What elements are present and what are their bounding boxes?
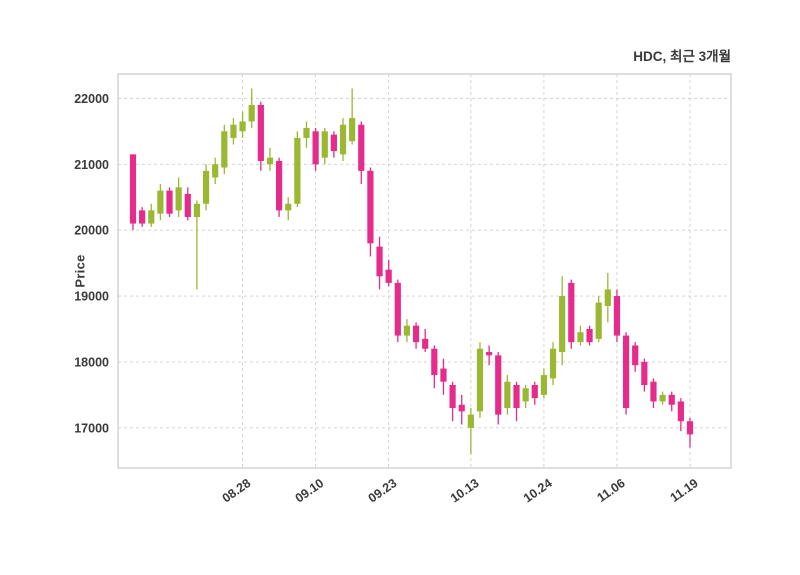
candle-body xyxy=(166,190,173,214)
candle-body xyxy=(513,384,520,409)
candle-body xyxy=(559,296,566,353)
candle-body xyxy=(184,193,191,217)
candle-body xyxy=(175,187,182,211)
candle-body xyxy=(568,282,575,343)
x-tick-label: 09.10 xyxy=(293,476,327,505)
x-tick-label: 10.24 xyxy=(521,476,555,505)
candle-body xyxy=(330,134,337,152)
candle-body xyxy=(312,131,319,165)
candle-body xyxy=(139,210,146,224)
candle-body xyxy=(495,355,502,415)
candle-body xyxy=(549,348,557,379)
candle-body xyxy=(275,160,283,211)
y-tick-label: 22000 xyxy=(74,92,109,106)
x-tick-label: 11.06 xyxy=(595,476,628,505)
candle-body xyxy=(349,118,356,142)
candle-body xyxy=(367,170,374,244)
candle-body xyxy=(321,131,328,158)
candle-body xyxy=(221,131,228,168)
y-tick-label: 17000 xyxy=(74,421,109,435)
candle-body xyxy=(394,282,401,336)
candle-body xyxy=(632,345,639,366)
candle-body xyxy=(339,124,347,155)
candle-body xyxy=(303,128,310,138)
candle-body xyxy=(129,154,137,224)
plot-frame xyxy=(117,73,732,469)
candle-body xyxy=(586,328,593,343)
x-tick-label: 08.28 xyxy=(220,476,254,505)
x-tick-label: 09.23 xyxy=(366,476,400,505)
candle-body xyxy=(285,203,292,211)
y-tick-label: 20000 xyxy=(74,224,109,238)
candle-body xyxy=(376,246,383,277)
candle-body xyxy=(148,210,155,224)
candle-body xyxy=(157,190,164,214)
candle-body xyxy=(467,414,474,428)
candle-body xyxy=(540,375,548,395)
candle-body xyxy=(431,348,438,376)
x-tick-label: 11.19 xyxy=(668,476,701,505)
candle-body xyxy=(239,121,246,132)
y-tick-label: 21000 xyxy=(74,158,109,172)
candle-body xyxy=(440,368,447,382)
candle-body xyxy=(522,388,529,402)
candle-body xyxy=(230,124,237,138)
candle-body xyxy=(248,104,255,122)
candle-body xyxy=(613,296,621,336)
candle-body xyxy=(294,137,301,204)
candle-body xyxy=(504,381,511,409)
candle-body xyxy=(212,164,219,178)
candle-body xyxy=(641,361,648,385)
candle-body xyxy=(449,384,456,409)
chart-title: HDC, 최근 3개월 xyxy=(633,49,731,64)
candle-body xyxy=(403,325,411,336)
candle-body xyxy=(458,404,465,412)
y-tick-label: 19000 xyxy=(74,290,109,304)
candle-body xyxy=(595,302,602,339)
candle-body xyxy=(604,289,611,306)
candle-body xyxy=(531,384,538,399)
candle-body xyxy=(577,332,584,343)
candle-body xyxy=(422,338,429,349)
candle-body xyxy=(412,325,420,343)
candle-body xyxy=(622,335,630,409)
x-tick-label: 10.13 xyxy=(448,476,482,505)
candle-body xyxy=(193,203,201,217)
candle-body xyxy=(677,401,684,422)
candle-body xyxy=(257,104,264,161)
y-tick-label: 18000 xyxy=(74,355,109,369)
candle-body xyxy=(202,170,210,204)
candle-body xyxy=(476,348,484,412)
candle-body xyxy=(650,381,657,402)
candle-body xyxy=(668,394,675,405)
y-axis-label: Price xyxy=(72,254,88,288)
candle-body xyxy=(358,124,365,171)
candle-body xyxy=(659,394,666,402)
candle-body xyxy=(486,352,493,356)
candle-body xyxy=(266,157,274,165)
candle-body xyxy=(385,269,392,283)
candle-body xyxy=(686,421,694,435)
